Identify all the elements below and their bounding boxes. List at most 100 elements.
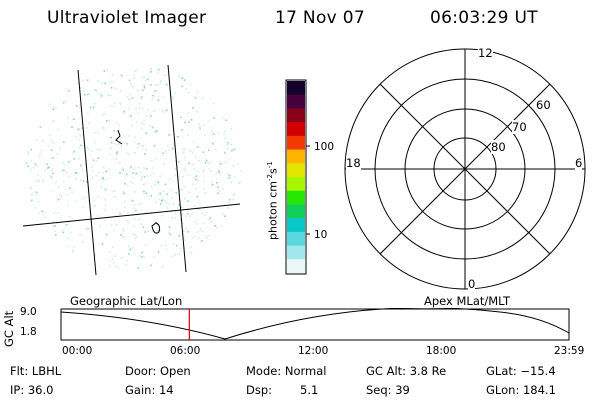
speckle (174, 167, 177, 170)
speckle (73, 150, 76, 153)
speckle (202, 171, 205, 173)
speckle (184, 186, 186, 188)
speckle (77, 139, 80, 141)
speckle (67, 237, 69, 240)
speckle (93, 132, 96, 134)
color-scale-frame (285, 79, 307, 275)
speckle (145, 192, 148, 194)
speckle (145, 115, 148, 117)
color-scale-band (287, 163, 305, 178)
speckle (207, 162, 210, 165)
speckle (165, 248, 168, 251)
speckle (29, 187, 32, 190)
speckle (199, 228, 202, 230)
timeline-right-label: Apex MLat/MLT (424, 294, 511, 308)
speckle (157, 181, 160, 183)
color-scale-band (287, 245, 305, 260)
speckle (173, 254, 176, 256)
color-scale-panel (285, 79, 310, 275)
speckle (155, 130, 157, 132)
speckle (144, 231, 146, 233)
speckle (52, 221, 54, 223)
speckle (80, 179, 82, 181)
speckle (87, 199, 90, 202)
speckle (142, 89, 144, 92)
speckle (128, 115, 131, 117)
colorbar-unit-label: photon cm-2s-1 (266, 161, 280, 240)
color-scale-band (287, 204, 305, 219)
speckle (216, 171, 219, 174)
speckle (134, 136, 136, 138)
speckle (116, 144, 119, 146)
speckle (90, 150, 93, 152)
speckle (157, 83, 160, 86)
speckle (174, 160, 177, 162)
speckle (159, 192, 161, 195)
ip-status: IP: 36.0 (10, 383, 54, 397)
speckle (161, 199, 163, 202)
speckle (203, 188, 205, 190)
speckle (35, 139, 38, 141)
speckle (204, 161, 207, 164)
speckle (196, 223, 198, 225)
speckle (110, 141, 113, 144)
speckle (109, 94, 112, 97)
speckle (51, 168, 53, 170)
speckle (210, 181, 213, 184)
speckle (127, 221, 130, 223)
speckle (182, 175, 184, 178)
speckle (30, 148, 33, 151)
speckle (193, 140, 195, 143)
speckle (171, 147, 174, 150)
speckle (158, 68, 160, 71)
speckle (152, 126, 154, 129)
speckle (166, 193, 169, 196)
speckle (49, 103, 51, 106)
speckle (68, 161, 70, 163)
speckle (95, 175, 98, 177)
speckle (226, 161, 228, 163)
speckle (135, 209, 137, 212)
speckle (190, 246, 192, 248)
speckle (222, 213, 224, 216)
speckle (152, 94, 154, 97)
speckle (188, 191, 190, 193)
speckle (126, 143, 128, 145)
speckle (174, 174, 177, 176)
speckle (57, 186, 60, 188)
speckle (67, 204, 69, 207)
speckle (137, 166, 139, 169)
speckle (65, 223, 68, 226)
speckle (128, 135, 130, 137)
speckle (232, 164, 234, 167)
speckle (39, 152, 42, 155)
speckle (123, 192, 125, 195)
speckle (73, 118, 75, 120)
speckle (138, 107, 141, 109)
speckle (139, 171, 142, 173)
speckle (230, 181, 232, 184)
speckle (126, 260, 128, 262)
speckle (150, 195, 152, 197)
speckle (35, 194, 38, 196)
speckle (224, 137, 226, 139)
speckle (159, 229, 161, 232)
speckle (172, 98, 174, 100)
speckle (161, 109, 164, 111)
speckle (180, 116, 182, 119)
speckle (218, 169, 220, 172)
speckle (54, 230, 56, 233)
speckle (165, 109, 168, 111)
speckle (192, 163, 194, 166)
speckle (182, 151, 184, 153)
speckle (181, 129, 183, 131)
speckle (105, 169, 108, 172)
speckle (145, 132, 147, 134)
speckle (136, 121, 138, 123)
speckle (234, 148, 237, 151)
speckle (103, 208, 106, 211)
coastline-fragment (115, 129, 123, 145)
speckle (150, 71, 152, 73)
speckle (173, 143, 175, 145)
speckle (230, 128, 233, 130)
